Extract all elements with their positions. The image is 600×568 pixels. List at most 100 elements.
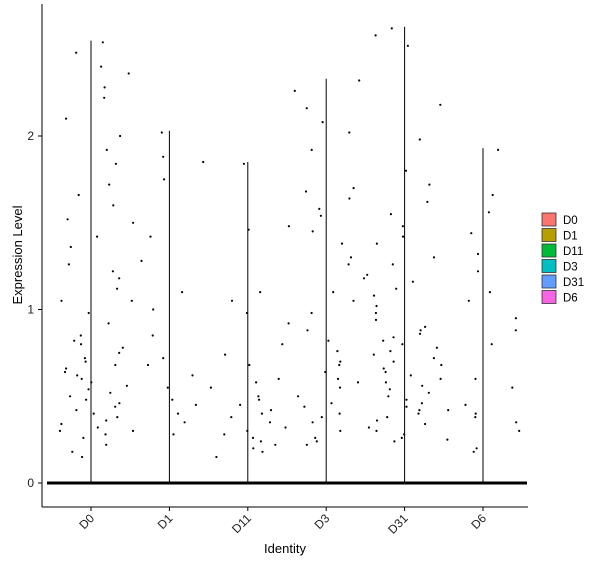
data-point [257,395,260,398]
data-point [406,44,409,47]
data-point [131,429,135,432]
data-point [432,256,436,259]
data-point [103,86,106,89]
data-point [440,363,443,367]
data-point [101,41,104,44]
data-point [395,287,398,290]
violins [47,26,527,485]
data-point [352,187,355,190]
legend-swatch [541,290,557,304]
data-point [66,218,69,221]
legend-label: D31 [563,277,584,289]
data-point [515,421,518,424]
violin-base [47,481,135,485]
data-point [114,363,117,367]
data-point [375,429,378,432]
data-point [472,450,475,453]
data-point [384,381,387,384]
data-point [487,211,490,214]
data-point [114,405,117,408]
data-point [140,259,143,262]
data-point [100,65,103,68]
data-point [314,436,317,439]
data-point [474,377,477,380]
data-point [411,280,414,283]
data-point [247,228,250,231]
data-point [146,363,150,367]
data-point [73,339,76,342]
data-point [339,429,342,432]
data-point [348,197,351,200]
data-point [114,162,117,165]
data-point [318,207,321,210]
x-tick-label: D11 [229,511,254,536]
data-point [518,429,521,432]
data-point [432,357,435,360]
x-axis-title: Identity [264,541,306,556]
data-point [85,398,88,401]
data-point [118,277,121,280]
data-points [58,27,521,459]
data-point [392,360,395,363]
data-point [488,291,491,294]
data-point [387,395,390,398]
data-point [338,412,341,415]
data-point [246,429,249,432]
data-point [511,386,514,389]
data-point [274,443,277,446]
data-point [347,263,350,266]
data-point [75,409,78,412]
data-point [497,148,500,151]
data-point [348,131,351,134]
x-tick-label: D3 [312,511,333,532]
data-point [419,329,422,332]
data-point [401,235,405,238]
data-point [230,416,233,419]
data-point [259,440,262,443]
data-point [491,193,494,197]
data-point [77,193,80,197]
data-point [104,433,107,436]
data-point [404,169,408,172]
data-point [239,403,242,406]
data-point [202,160,205,164]
data-point [382,367,385,370]
data-point [418,138,421,141]
data-point [63,370,67,374]
data-point [83,357,86,360]
data-point [418,332,422,335]
data-point [80,377,83,380]
data-point [116,287,119,290]
data-point [287,225,290,228]
data-point [268,421,272,424]
data-point [338,386,342,389]
data-point [259,291,262,294]
data-point [375,304,378,308]
data-point [105,443,108,446]
data-point [426,200,429,203]
data-point [284,426,287,429]
data-point [277,377,280,380]
data-point [389,350,392,353]
data-point [388,388,391,391]
violin-base [203,481,292,485]
data-point [69,245,72,249]
data-point [118,351,121,354]
legend-label: D1 [563,231,578,243]
data-point [260,412,263,415]
data-point [339,360,342,363]
data-point [401,343,404,346]
x-tick-label: D31 [385,511,411,537]
data-point [162,155,165,158]
data-point [125,384,128,387]
data-point [332,291,335,294]
y-ticks: 0 1 2 [27,129,42,490]
x-tick-label: D1 [155,511,176,532]
data-point [310,311,313,315]
data-point [105,148,108,151]
data-point [111,270,114,273]
data-point [400,436,403,439]
data-point [75,51,78,54]
data-point [281,343,284,346]
data-point [435,346,438,349]
